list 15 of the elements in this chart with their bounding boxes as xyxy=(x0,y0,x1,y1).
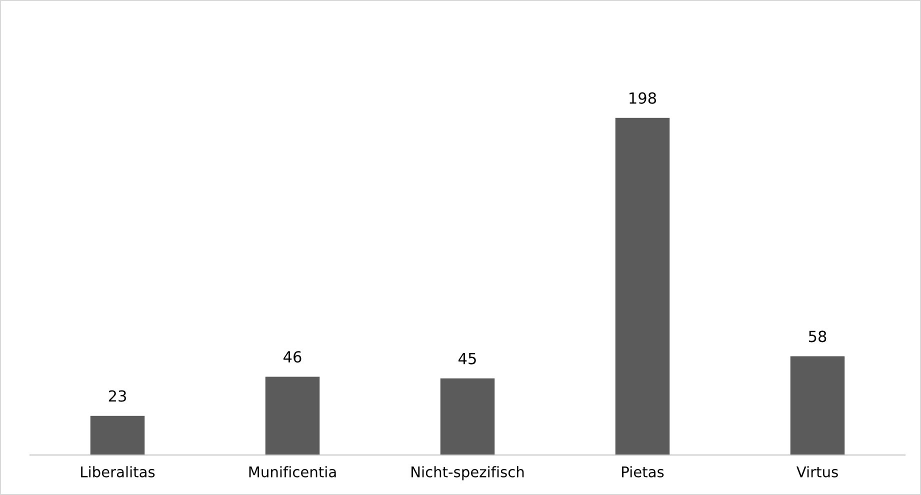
bar xyxy=(440,378,495,455)
bar xyxy=(790,356,845,455)
x-tick-label: Munificentia xyxy=(249,466,336,478)
x-tick-label: Virtus xyxy=(796,466,838,478)
bar xyxy=(265,376,320,455)
x-tick-label: Pietas xyxy=(622,466,664,478)
data-label: 45 xyxy=(458,352,476,364)
x-tick-label: Liberalitas xyxy=(81,466,155,478)
bar xyxy=(90,416,145,455)
data-label: 198 xyxy=(630,92,656,104)
data-label: 46 xyxy=(284,351,302,363)
x-tick-label: Nicht-spezifisch xyxy=(412,466,524,480)
data-label: 23 xyxy=(108,390,126,402)
bar xyxy=(615,118,670,455)
data-label: 58 xyxy=(808,330,826,342)
